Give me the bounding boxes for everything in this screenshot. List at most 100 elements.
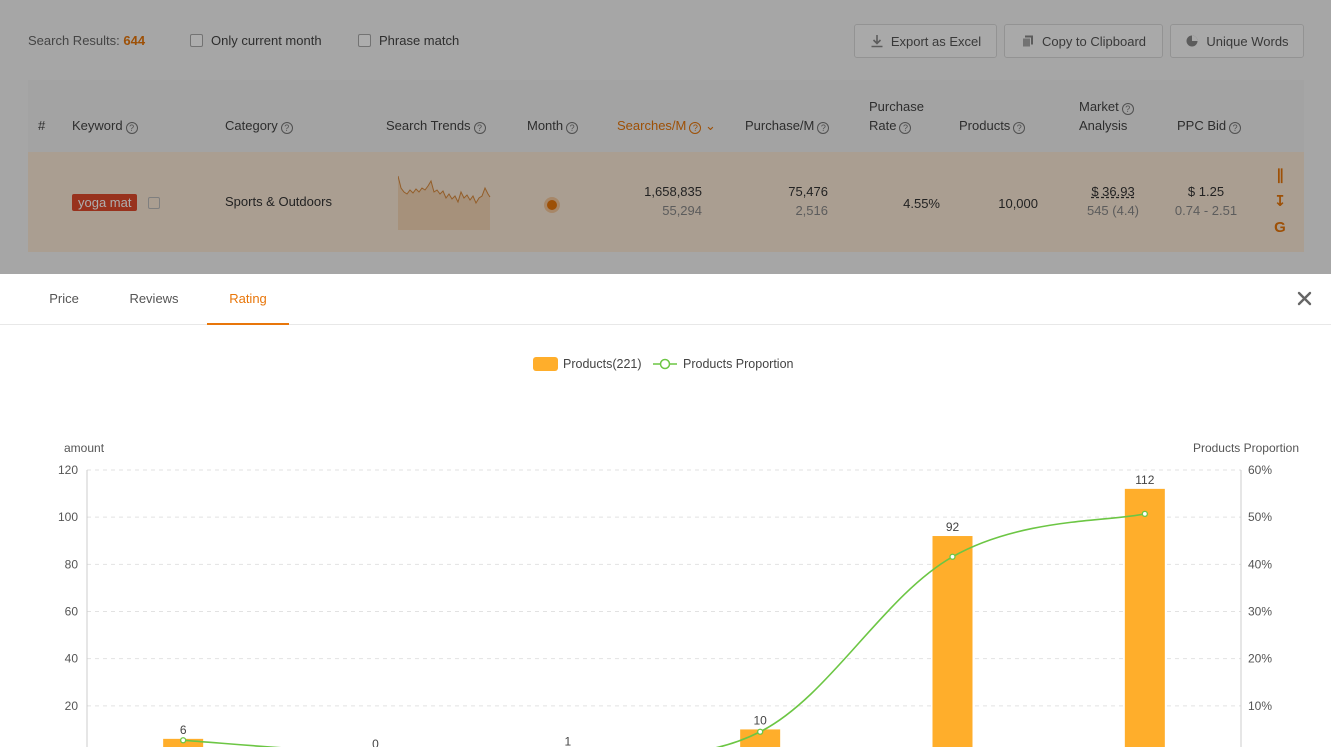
proportion-points [180, 510, 1148, 744]
download-icon [871, 35, 883, 48]
col-header-market-analysis[interactable]: Market? Analysis [1079, 97, 1134, 135]
help-icon[interactable]: ? [1013, 122, 1026, 134]
help-icon[interactable]: ? [473, 122, 486, 134]
purchase-rate-cell: 4.55% [903, 196, 940, 211]
close-icon[interactable] [1297, 291, 1312, 306]
search-trend-sparkline [398, 175, 491, 230]
proportion-point [180, 737, 187, 744]
checkbox-label: Only current month [211, 33, 322, 48]
category-cell: Sports & Outdoors [225, 194, 332, 209]
market-price[interactable]: $ 36.93 [1091, 184, 1135, 199]
results-toolbar: Search Results: 644 Only current month P… [28, 24, 1304, 58]
help-icon[interactable]: ? [566, 122, 579, 134]
proportion-line [183, 513, 1146, 747]
tab-reviews[interactable]: Reviews [129, 291, 179, 306]
unique-words-button[interactable]: Unique Words [1170, 24, 1304, 58]
col-header-search-trends[interactable]: Search Trends? [386, 116, 486, 135]
search-results-count: Search Results: 644 [28, 33, 145, 48]
col-header-ppc-bid[interactable]: PPC Bid? [1177, 116, 1242, 135]
bar-series [163, 488, 1165, 747]
col-header-purchase-rate[interactable]: Purchase Rate? [869, 97, 924, 135]
phrase-match-checkbox[interactable]: Phrase match [358, 33, 459, 48]
y-tick-label: 100 [58, 510, 78, 524]
rating-distribution-chart: Products(221) Products Proportion amount… [58, 357, 1299, 747]
searches-sub: 55,294 [662, 203, 702, 218]
bar-value-label: 6 [180, 723, 187, 737]
bar-value-label: 0 [372, 737, 379, 747]
market-sub: 545 (4.4) [1086, 203, 1140, 218]
help-icon[interactable]: ? [817, 122, 830, 134]
help-icon[interactable]: ? [280, 122, 293, 134]
legend-label-proportion[interactable]: Products Proportion [683, 357, 794, 371]
col-header-month[interactable]: Month? [527, 116, 579, 135]
panel-tabs: Price Reviews Rating [0, 274, 1331, 325]
sort-chevron-down-icon[interactable]: ⌄ [705, 118, 716, 133]
header-label: Category [225, 118, 278, 133]
purchase-cell: 75,476 2,516 [758, 182, 828, 220]
month-indicator-dot [547, 200, 557, 210]
header-label: Keyword [72, 118, 123, 133]
button-label: Unique Words [1206, 33, 1289, 49]
y-tick-label: 80 [65, 557, 79, 571]
col-header-purchase[interactable]: Purchase/M? [745, 116, 830, 135]
y-right-tick-label: 40% [1248, 557, 1272, 571]
bar-chart-icon[interactable]: ∥ [1276, 167, 1284, 184]
chart-legend[interactable]: Products(221) Products Proportion [533, 357, 794, 371]
products-cell: 10,000 [998, 196, 1038, 211]
bar [1124, 488, 1165, 747]
tab-price[interactable]: Price [49, 291, 79, 306]
col-header-keyword[interactable]: Keyword? [72, 116, 138, 135]
market-analysis-cell[interactable]: $ 36.93 545 (4.4) [1078, 182, 1148, 220]
proportion-point [757, 728, 764, 735]
keyword-table: # Keyword? Category? Search Trends? Mont… [28, 80, 1304, 252]
only-current-month-checkbox[interactable]: Only current month [190, 33, 322, 48]
help-icon[interactable]: ? [1229, 122, 1242, 134]
tab-rating[interactable]: Rating [207, 274, 289, 325]
y-right-tick-label: 60% [1248, 463, 1272, 477]
col-header-category[interactable]: Category? [225, 116, 293, 135]
y-axis-ticks: 020406080100120 [58, 463, 78, 747]
help-icon[interactable]: ? [1121, 103, 1134, 115]
header-label: Products [959, 118, 1011, 133]
help-icon[interactable]: ? [899, 122, 912, 134]
copy-clipboard-button[interactable]: Copy to Clipboard [1004, 24, 1163, 58]
checkbox-label: Phrase match [379, 33, 460, 48]
legend-bar-swatch[interactable] [533, 357, 558, 371]
download-icon[interactable]: ↧ [1273, 193, 1287, 210]
header-label: Search Trends [386, 118, 471, 133]
purchase-sub: 2,516 [795, 203, 828, 218]
keyword-badge[interactable]: yoga mat [72, 194, 138, 211]
external-link-icon[interactable] [148, 197, 160, 209]
table-row[interactable]: yoga mat Sports & Outdoors 1,658,835 55,… [28, 152, 1304, 252]
bar-value-label: 92 [946, 520, 960, 534]
checkbox-box[interactable] [358, 34, 371, 47]
y-right-tick-label: 10% [1248, 699, 1272, 713]
header-label: Month [527, 118, 564, 133]
proportion-point [1141, 510, 1148, 518]
row-actions: ∥ ↧ G [1272, 168, 1290, 246]
searches-value: 1,658,835 [644, 184, 702, 199]
y-tick-label: 120 [58, 463, 78, 477]
header-label: Searches/M [617, 118, 687, 133]
y-tick-label: 20 [65, 699, 79, 713]
y-tick-label: 60 [65, 605, 79, 619]
col-header-num: # [38, 118, 46, 133]
proportion-point [949, 553, 956, 560]
pie-chart-icon [1186, 35, 1198, 47]
checkbox-box[interactable] [190, 34, 203, 47]
modal-overlay[interactable] [0, 0, 1331, 274]
col-header-products[interactable]: Products? [959, 116, 1026, 135]
legend-label-products[interactable]: Products(221) [563, 357, 642, 371]
export-excel-button[interactable]: Export as Excel [854, 24, 997, 58]
ppc-bid-range: 0.74 - 2.51 [1174, 203, 1238, 218]
purchase-value: 75,476 [788, 184, 828, 199]
google-icon[interactable]: G [1274, 219, 1286, 236]
button-label: Export as Excel [890, 33, 982, 49]
bar-value-label: 1 [564, 735, 571, 747]
y-axis-right-ticks: 0%10%20%30%40%50%60% [1248, 463, 1272, 747]
col-header-searches[interactable]: Searches/M? ⌄ [617, 116, 716, 135]
y-right-tick-label: 50% [1248, 510, 1272, 524]
help-icon[interactable]: ? [125, 122, 138, 134]
help-icon[interactable]: ? [689, 122, 702, 134]
